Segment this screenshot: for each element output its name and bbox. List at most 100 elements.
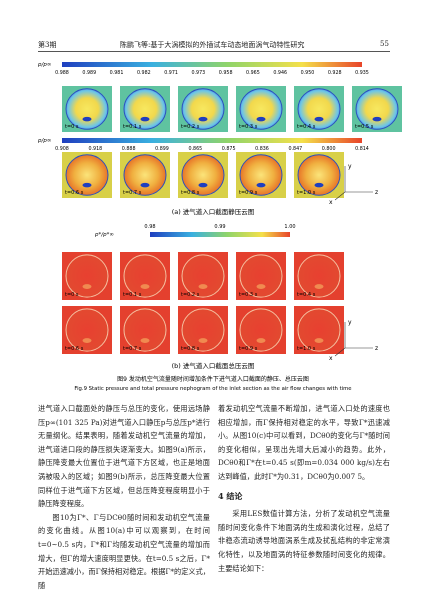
contour-disc <box>297 154 341 196</box>
colorbar <box>62 62 362 67</box>
colorbar <box>150 232 290 237</box>
panel-label: t=0.9 s <box>239 190 258 196</box>
colorbar-tick: 0.950 <box>301 70 315 76</box>
colorbar-tick: 0.836 <box>255 146 269 152</box>
colorbar-tick: 0.973 <box>191 70 205 76</box>
legend-label: p/p∞ <box>37 62 51 68</box>
figure: p/p∞ 0.988 0.989 0.981 0.982 0.971 0.973 0.958 0… <box>37 62 402 392</box>
panel-label: t=0.8 s <box>181 346 200 352</box>
contour-disc <box>65 254 109 298</box>
legend-label: p/p∞ <box>37 138 51 144</box>
right-column: 着发动机空气流量不断增加，进气道入口处的速度也相应增加，而Γ保持相对稳定的水平，… <box>218 402 390 575</box>
contour-disc <box>297 88 341 130</box>
contour-disc <box>239 254 283 298</box>
paragraph: 图10为Γ*、Γ与DCθ0随时间和发动机空气流量的变化曲线。从图10(a)中可以… <box>38 512 210 590</box>
contour-disc <box>297 308 341 352</box>
contour-disc <box>181 88 225 130</box>
panel-label: t=1.0 s <box>297 346 316 352</box>
legend-label: p*/p*∞ <box>94 232 114 238</box>
figure-caption: Fig.9 Static pressure and total pressure… <box>74 386 351 392</box>
colorbar-tick: 0.989 <box>82 70 96 76</box>
header-rule <box>38 51 390 52</box>
colorbar-tick: 0.971 <box>164 70 178 76</box>
axis-arrow <box>334 347 346 357</box>
axis-label: z <box>375 345 378 352</box>
contour-disc <box>181 254 225 298</box>
left-column: 进气道入口截面处的静压与总压的变化，使用远场静压p∞(101 325 Pa)对进… <box>38 402 210 592</box>
panel-label: t=1.0 s <box>297 190 316 196</box>
panel-label: t=0.6 s <box>65 346 84 352</box>
contour-disc <box>239 88 283 130</box>
panel-label: t=0.3 s <box>239 124 258 130</box>
vortex-spot <box>314 182 324 188</box>
vortex-spot <box>372 116 382 122</box>
running-title: 陈鹏飞等:基于大涡模拟的外插试车动态地面涡气动特性研究 <box>120 41 305 49</box>
vortex-spot <box>140 284 150 289</box>
contour-disc <box>65 154 109 196</box>
vortex-spot <box>314 338 324 343</box>
panel-label: t=0.2 s <box>181 124 200 130</box>
colorbar-tick: 0.988 <box>55 70 69 76</box>
colorbar-tick: 0.800 <box>322 146 336 152</box>
vortex-spot <box>198 116 208 122</box>
contour-disc <box>181 308 225 352</box>
colorbar-tick: 0.899 <box>155 146 169 152</box>
panel-label: t=0.4 s <box>297 124 316 130</box>
panel-label: t=0.2 s <box>181 292 200 298</box>
panel-label: t=0.6 s <box>65 190 84 196</box>
contour-disc <box>65 88 109 130</box>
colorbar <box>62 138 362 143</box>
vortex-spot <box>82 116 92 122</box>
colorbar-tick: 0.965 <box>246 70 260 76</box>
contour-disc <box>297 254 341 298</box>
vortex-spot <box>82 284 92 289</box>
colorbar-tick: 0.908 <box>55 146 69 152</box>
axis-label: z <box>375 189 378 196</box>
contour-disc <box>239 154 283 196</box>
axis-arrow <box>334 191 346 201</box>
colorbar-tick: 0.875 <box>222 146 236 152</box>
colorbar-tick: 0.958 <box>219 70 233 76</box>
contour-disc <box>355 88 399 130</box>
paragraph: 着发动机空气流量不断增加，进气道入口处的速度也相应增加，而Γ保持相对稳定的水平，… <box>218 404 390 481</box>
vortex-spot <box>140 182 150 188</box>
panel-label: t=0.9 s <box>239 346 258 352</box>
vortex-spot <box>314 284 324 289</box>
colorbar-tick: 0.935 <box>355 70 369 76</box>
colorbar-tick: 0.888 <box>122 146 136 152</box>
panel-label: t=0.1 s <box>123 124 142 130</box>
axis-label: x <box>329 355 333 362</box>
vortex-spot <box>198 182 208 188</box>
vortex-spot <box>256 338 266 343</box>
vortex-spot <box>256 116 266 122</box>
caption: (a) 进气道入口截面静压云图 <box>172 207 255 216</box>
caption: (b) 进气道入口截面总压云图 <box>172 361 255 370</box>
contour-disc <box>123 254 167 298</box>
panel-label: t=0.3 s <box>239 292 258 298</box>
panel-label: t=0.4 s <box>297 292 316 298</box>
contour-disc <box>65 308 109 352</box>
panel-label: t=0 s <box>65 124 79 130</box>
colorbar-tick: 0.982 <box>137 70 151 76</box>
vortex-spot <box>198 338 208 343</box>
contour-disc <box>123 88 167 130</box>
contour-disc <box>239 308 283 352</box>
axis-label: y <box>348 163 352 170</box>
paragraph: 采用LES数值计算方法，分析了发动机空气流量随时间变化条件下地面涡的生成和演化过… <box>218 509 390 573</box>
axis-label: y <box>348 319 352 326</box>
colorbar-tick: 0.981 <box>110 70 124 76</box>
figure-caption: 图9 发动机空气流量随时间增加条件下进气道入口截面的静压、总压云图 <box>117 375 309 383</box>
vortex-spot <box>314 116 324 122</box>
vortex-spot <box>82 182 92 188</box>
panel-label: t=0.7 s <box>123 346 142 352</box>
figure-content: p/p∞ 0.988 0.989 0.981 0.982 0.971 0.973 0.958 0… <box>37 62 402 392</box>
vortex-spot <box>140 116 150 122</box>
page-number: 55 <box>380 40 389 48</box>
contour-disc <box>181 154 225 196</box>
section-heading: 4 结论 <box>218 490 243 501</box>
vortex-spot <box>256 182 266 188</box>
vortex-spot <box>256 284 266 289</box>
colorbar-tick: 1.00 <box>284 224 295 230</box>
colorbar-tick: 0.928 <box>328 70 342 76</box>
contour-disc <box>123 308 167 352</box>
